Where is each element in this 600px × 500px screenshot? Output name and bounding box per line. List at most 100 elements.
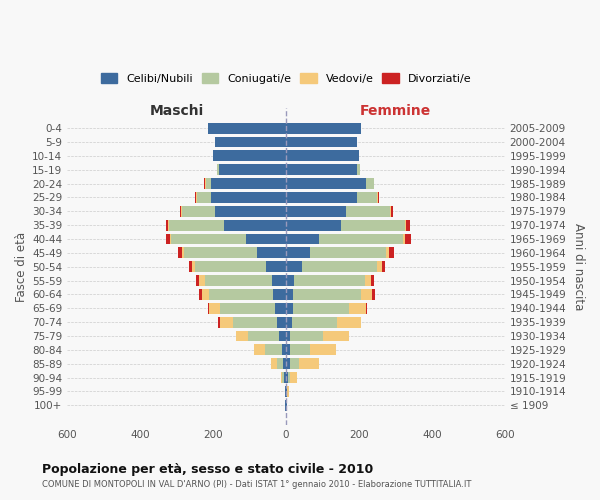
Bar [286,386,287,397]
Bar [361,289,372,300]
Bar [382,262,385,272]
Bar [265,344,281,356]
Bar [286,164,357,175]
Bar [310,344,336,356]
Bar [273,289,286,300]
Text: Popolazione per età, sesso e stato civile - 2010: Popolazione per età, sesso e stato civil… [42,462,373,475]
Bar [287,386,289,397]
Bar [209,289,273,300]
Bar [178,248,182,258]
Bar [286,136,357,147]
Bar [170,234,171,244]
Bar [202,289,209,300]
Bar [220,303,275,314]
Bar [293,289,361,300]
Bar [179,206,181,216]
Bar [196,275,199,286]
Bar [166,234,170,244]
Bar [286,220,341,230]
Bar [390,206,391,216]
Bar [205,178,206,189]
Bar [280,330,286,342]
Bar [346,206,390,216]
Bar [205,275,272,286]
Bar [299,358,319,369]
Bar [341,220,404,230]
Bar [224,220,286,230]
Bar [168,220,169,230]
Bar [213,150,286,162]
Bar [192,262,195,272]
Bar [406,220,410,230]
Bar [217,164,218,175]
Bar [169,220,224,230]
Bar [283,358,286,369]
Bar [166,220,168,230]
Bar [209,303,220,314]
Bar [286,178,366,189]
Bar [337,317,361,328]
Bar [283,372,284,383]
Bar [246,234,286,244]
Bar [272,275,286,286]
Bar [208,122,286,134]
Bar [290,344,310,356]
Bar [286,234,319,244]
Bar [182,248,184,258]
Bar [319,234,403,244]
Bar [284,372,286,383]
Bar [404,234,411,244]
Bar [218,164,286,175]
Bar [293,303,349,314]
Bar [281,344,286,356]
Bar [182,206,215,216]
Bar [349,303,365,314]
Bar [286,303,293,314]
Bar [286,248,310,258]
Bar [286,122,361,134]
Y-axis label: Anni di nascita: Anni di nascita [572,223,585,310]
Bar [215,206,286,216]
Bar [195,262,266,272]
Bar [365,303,367,314]
Bar [372,289,374,300]
Bar [275,303,286,314]
Bar [218,317,220,328]
Bar [281,372,283,383]
Bar [211,178,286,189]
Bar [357,164,360,175]
Bar [377,262,382,272]
Bar [233,317,277,328]
Bar [323,330,349,342]
Bar [266,262,286,272]
Bar [189,262,192,272]
Bar [386,248,389,258]
Bar [389,248,394,258]
Bar [286,372,288,383]
Bar [365,275,371,286]
Bar [286,206,346,216]
Bar [171,234,246,244]
Bar [378,192,379,203]
Bar [377,192,378,203]
Bar [199,275,205,286]
Bar [290,358,299,369]
Bar [286,344,290,356]
Bar [286,192,357,203]
Bar [195,192,196,203]
Bar [286,358,290,369]
Bar [290,330,323,342]
Bar [196,192,197,203]
Bar [286,317,292,328]
Bar [286,330,290,342]
Bar [357,192,377,203]
Bar [254,344,265,356]
Bar [371,275,374,286]
Bar [257,248,286,258]
Bar [286,262,302,272]
Bar [286,150,359,162]
Bar [290,372,297,383]
Text: COMUNE DI MONTOPOLI IN VAL D'ARNO (PI) - Dati ISTAT 1° gennaio 2010 - Elaborazio: COMUNE DI MONTOPOLI IN VAL D'ARNO (PI) -… [42,480,472,489]
Bar [184,248,257,258]
Bar [199,289,202,300]
